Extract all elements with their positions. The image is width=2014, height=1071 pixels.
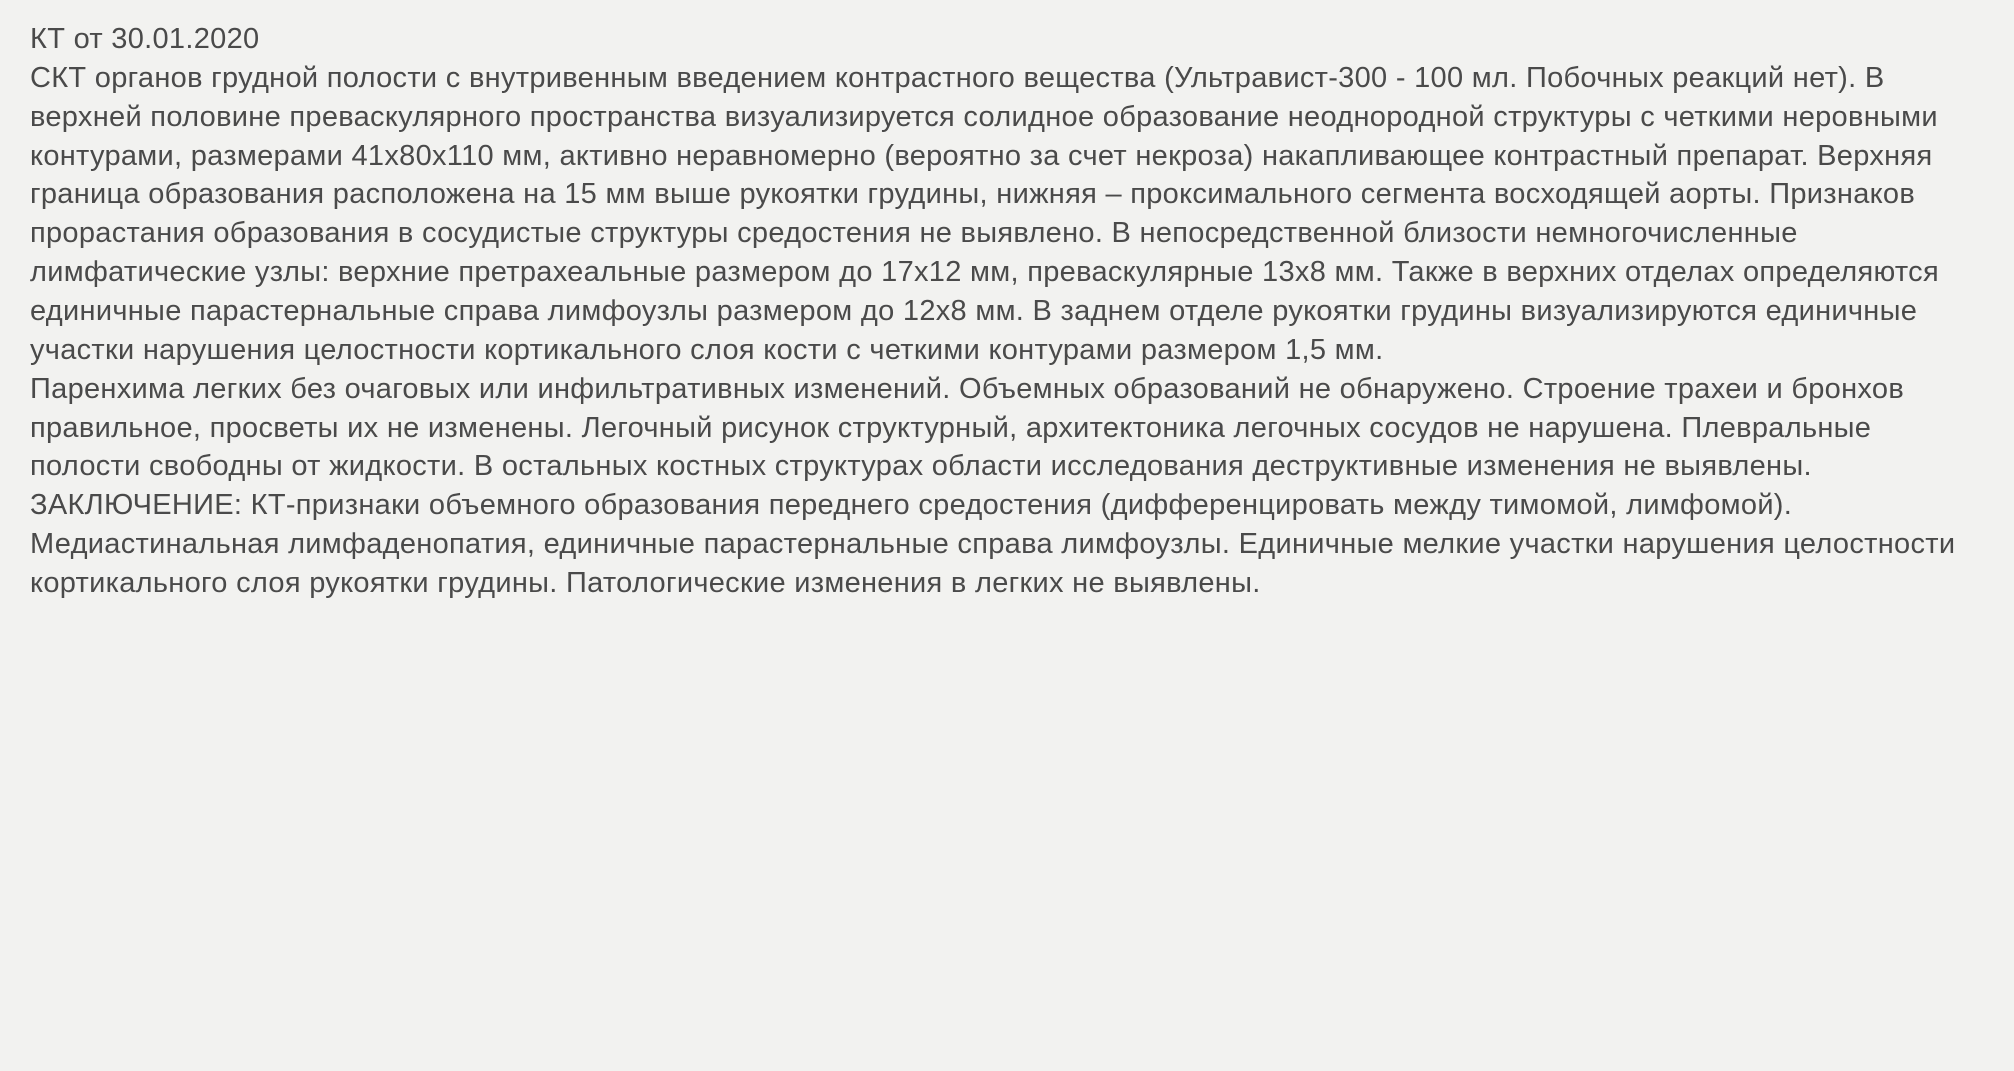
report-conclusion: ЗАКЛЮЧЕНИЕ: КТ-признаки объемного образо… [30,486,1984,603]
medical-report-document: КТ от 30.01.2020 СКТ органов грудной пол… [30,20,1984,603]
report-header: КТ от 30.01.2020 [30,20,1984,59]
report-body-findings: СКТ органов грудной полости с внутривенн… [30,59,1984,370]
report-lungs-section: Паренхима легких без очаговых или инфиль… [30,370,1984,487]
